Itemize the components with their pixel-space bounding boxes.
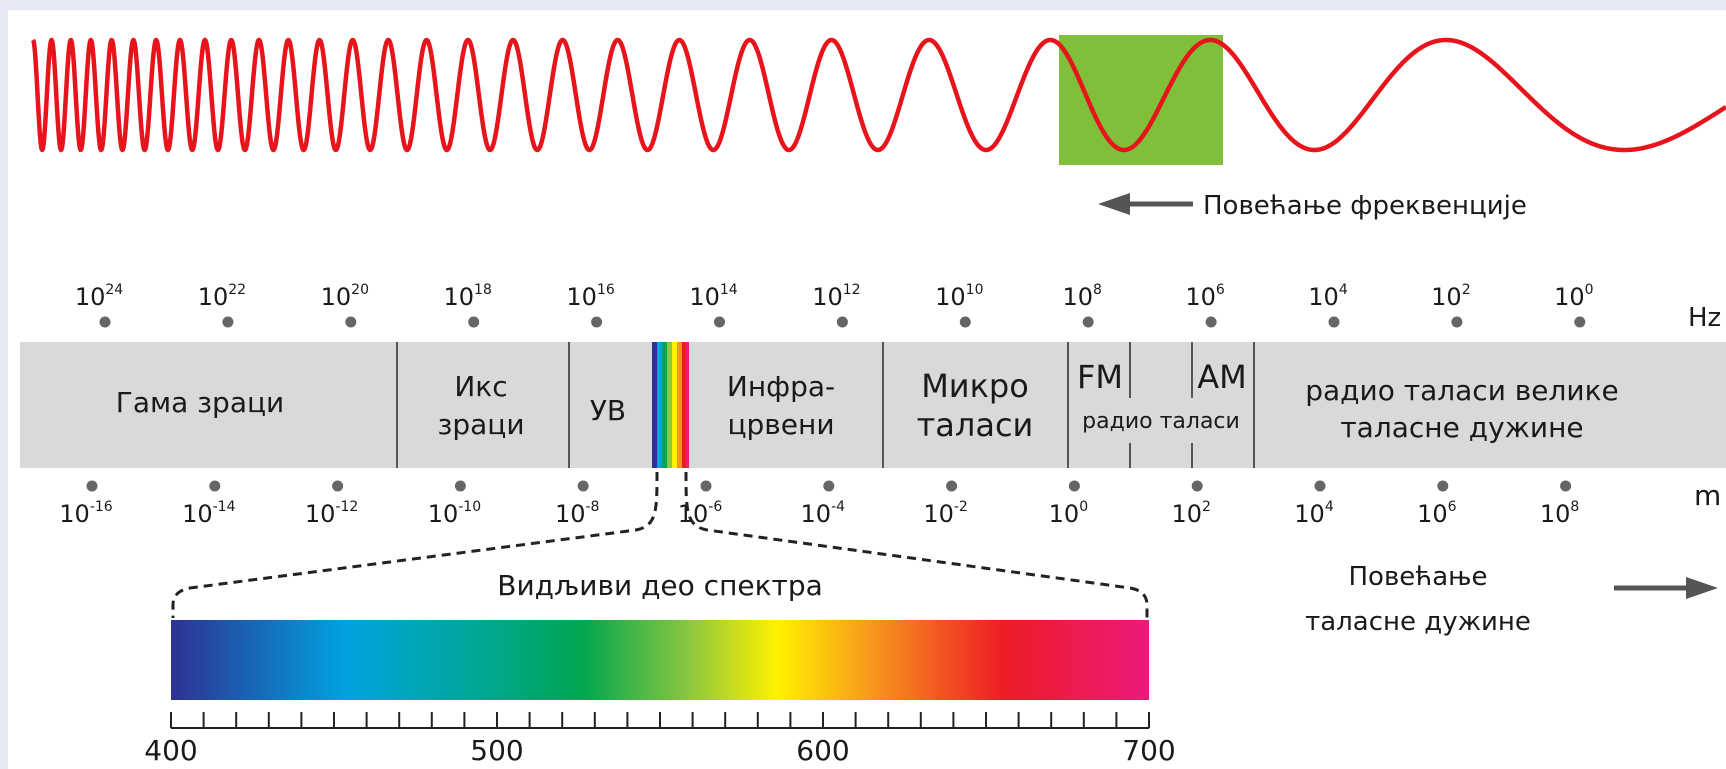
wavelength-tick-dot — [454, 480, 466, 492]
frequency-tick-dot — [99, 316, 111, 328]
wavelength-arrow — [1614, 577, 1718, 599]
visible-stripe — [652, 342, 689, 468]
wavelength-tick-label: 10-16 — [59, 499, 113, 528]
band-xray-label-2: зраци — [437, 408, 524, 441]
frequency-tick-dot — [1451, 316, 1463, 328]
wavelength-tick-dot — [209, 480, 221, 492]
frequency-tick-label: 104 — [1308, 282, 1348, 311]
band-infrared-label-2: црвени — [727, 408, 834, 441]
visible-scale-ticks — [170, 712, 1150, 728]
band-microwave-label-2: таласи — [917, 406, 1034, 444]
frequency-tick-dot — [1574, 316, 1586, 328]
frequency-tick-label: 100 — [1554, 282, 1593, 311]
frequency-tick-dot — [959, 316, 971, 328]
frequency-tick-label: 1016 — [566, 282, 614, 311]
wavelength-tick-label: 10-2 — [923, 499, 968, 528]
band-long-radio-label-2: таласне дужине — [1340, 411, 1583, 444]
wavelength-tick-label: 10-4 — [801, 499, 846, 528]
wavelength-tick-label: 108 — [1540, 499, 1579, 528]
frequency-tick-dot — [591, 316, 603, 328]
frequency-tick-label: 1012 — [812, 282, 860, 311]
scale-label: 500 — [470, 734, 523, 767]
scale-label: 400 — [144, 734, 197, 767]
wavelength-tick-dot — [1437, 480, 1449, 492]
frequency-tick-label: 106 — [1185, 282, 1225, 311]
wavelength-ticks: 10-16 10-14 10-12 10-10 10-8 10-6 10-4 10-2 100 1… — [59, 480, 1579, 528]
frequency-tick-label: 1020 — [321, 282, 369, 311]
wavelength-tick-label: 10-14 — [182, 499, 236, 528]
wavelength-tick-dot — [823, 480, 835, 492]
spectrum-band — [20, 342, 1726, 468]
frequency-tick-dot — [1082, 316, 1094, 328]
frequency-tick-label: 1010 — [935, 282, 983, 311]
visible-spectrum-label: Видљиви део спектра — [497, 569, 823, 602]
wavelength-tick-label: 100 — [1049, 499, 1088, 528]
frequency-tick-label: 1024 — [75, 282, 123, 311]
wavelength-tick-dot — [1191, 480, 1203, 492]
wavelength-unit: m — [1694, 479, 1721, 512]
frequency-tick-dot — [836, 316, 848, 328]
band-fm-label: FM — [1077, 358, 1123, 396]
wavelength-tick-label: 106 — [1417, 499, 1457, 528]
band-am-label: AM — [1197, 358, 1247, 396]
band-dividers — [396, 342, 1255, 468]
scale-label: 700 — [1122, 734, 1175, 767]
wavelength-tick-label: 10-8 — [555, 499, 600, 528]
wavelength-tick-dot — [1560, 480, 1572, 492]
band-infrared-label-1: Инфра- — [727, 370, 835, 403]
band-long-radio-label-1: радио таласи велике — [1305, 374, 1619, 407]
wavelength-tick-label: 104 — [1294, 499, 1334, 528]
frequency-tick-label: 102 — [1431, 282, 1470, 311]
frequency-tick-label: 108 — [1062, 282, 1101, 311]
frequency-tick-dot — [1205, 316, 1217, 328]
frequency-tick-dot — [1328, 316, 1340, 328]
frequency-tick-dot — [714, 316, 725, 328]
wave-line — [31, 37, 1726, 153]
band-xray-label-1: Икс — [454, 370, 507, 403]
wavelength-tick-label: 10-12 — [305, 499, 358, 528]
wavelength-arrow-label-2: таласне дужине — [1305, 607, 1531, 637]
scale-label: 600 — [796, 734, 849, 767]
visible-spectrum-bar — [171, 620, 1149, 700]
wavelength-tick-label: 102 — [1171, 499, 1210, 528]
wavelength-tick-label: 10-6 — [678, 499, 723, 528]
wavelength-tick-dot — [86, 480, 98, 492]
wavelength-tick-dot — [946, 480, 958, 492]
highlight-box — [1059, 35, 1223, 165]
wavelength-tick-dot — [577, 480, 589, 492]
frequency-tick-label: 1018 — [444, 282, 492, 311]
wavelength-arrow-label-1: Повећање — [1348, 562, 1487, 592]
visible-scale-labels: 400 500 600 700 — [144, 734, 1175, 767]
frequency-arrow — [1098, 193, 1193, 215]
wavelength-tick-dot — [700, 480, 712, 492]
frequency-ticks: 1024 1022 1020 1018 1016 1014 1012 1010 108 106 10… — [75, 282, 1594, 328]
frequency-tick-label: 1022 — [198, 282, 246, 311]
band-gamma-label: Гама зраци — [116, 386, 285, 419]
band-microwave-label-1: Микро — [921, 367, 1029, 405]
frequency-unit: Hz — [1688, 303, 1721, 333]
zoom-lines — [171, 471, 1149, 618]
band-uv-label: УВ — [590, 394, 626, 427]
frequency-tick-dot — [345, 316, 357, 328]
wavelength-tick-label: 10-10 — [428, 499, 481, 528]
frequency-arrow-label: Повећање фреквенције — [1203, 191, 1527, 221]
band-radio-label: радио таласи — [1082, 409, 1240, 434]
wavelength-tick-dot — [1068, 480, 1080, 492]
wavelength-tick-dot — [1314, 480, 1326, 492]
frequency-tick-dot — [468, 316, 480, 328]
frequency-tick-dot — [222, 316, 234, 328]
frequency-tick-label: 1014 — [689, 282, 737, 311]
wavelength-tick-dot — [332, 480, 344, 492]
